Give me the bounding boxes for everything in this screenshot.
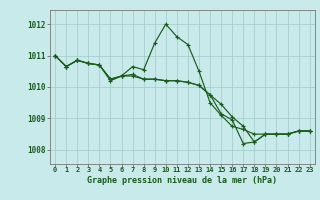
X-axis label: Graphe pression niveau de la mer (hPa): Graphe pression niveau de la mer (hPa) [87, 176, 277, 185]
